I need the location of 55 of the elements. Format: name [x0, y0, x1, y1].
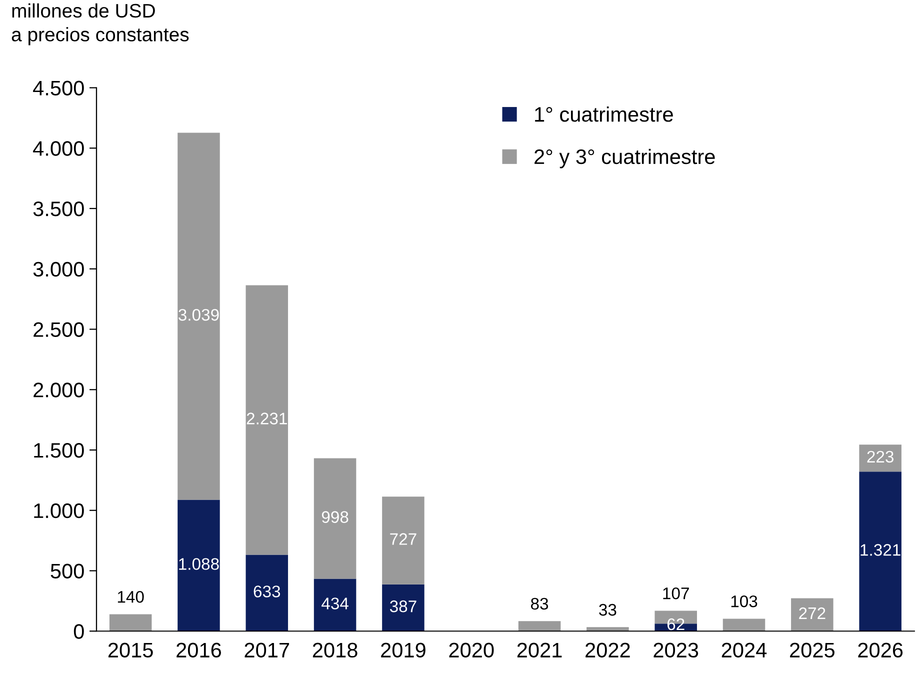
data-label: 434: [322, 598, 348, 610]
data-label: 3.039: [178, 308, 219, 321]
bar: [314, 578, 356, 632]
bar: [246, 554, 288, 632]
x-tick-label: 2026: [858, 642, 903, 658]
y-tick-label: 3.500: [33, 202, 84, 216]
x-tick-label: 2023: [654, 642, 698, 658]
data-label: 140: [118, 590, 144, 603]
x-tick-label: 2025: [790, 642, 834, 658]
y-axis-title: millones de USD a precios constantes: [12, 3, 189, 46]
x-tick-label: 2021: [517, 642, 562, 658]
y-tick-label: 2.000: [34, 382, 84, 398]
data-label: 387: [390, 600, 416, 612]
data-label: 107: [663, 587, 689, 600]
bar: [246, 285, 288, 555]
bar: [109, 614, 152, 632]
data-label: 998: [322, 511, 348, 523]
x-tick-label: 2015: [108, 642, 153, 658]
data-label: 2.231: [246, 412, 287, 424]
data-label: 83: [530, 598, 548, 610]
bar: [382, 584, 424, 632]
x-tick-label: 2019: [381, 642, 426, 658]
y-tick-label: 3.000: [33, 262, 84, 277]
legend-label: 2° y 3° cuatrimestre: [534, 148, 715, 168]
bar: [382, 496, 424, 584]
x-tick-label: 2020: [449, 642, 494, 658]
data-label: 633: [254, 586, 280, 598]
bar: [178, 132, 220, 500]
data-label: 33: [599, 604, 616, 616]
y-tick-label: 2.500: [34, 322, 84, 338]
bar: [791, 598, 834, 632]
y-tick-label: 1.500: [34, 443, 84, 458]
y-tick-label: 4.000: [33, 141, 84, 156]
data-label: 1.088: [179, 558, 219, 570]
bar: [859, 472, 902, 632]
data-label: 727: [390, 533, 416, 545]
y-tick-label: 4.500: [33, 80, 84, 96]
y-tick-label: 0: [74, 624, 84, 639]
y-tick-label: 1.000: [34, 503, 84, 518]
bar: [178, 500, 220, 632]
data-label: 1.321: [860, 544, 900, 556]
data-label: 223: [867, 450, 894, 463]
x-tick-label: 2022: [586, 642, 630, 658]
x-tick-label: 2017: [244, 642, 290, 658]
bar: [859, 444, 902, 472]
legend-label: 1° cuatrimestre: [535, 106, 673, 122]
bar: [518, 621, 561, 632]
bar: [722, 618, 766, 632]
x-tick-label: 2024: [722, 642, 767, 658]
bar: [314, 458, 356, 579]
x-tick-label: 2018: [312, 642, 358, 658]
data-label: 103: [731, 595, 758, 608]
x-tick-label: 2016: [176, 642, 221, 658]
data-label: 272: [799, 607, 826, 620]
y-tick-label: 500: [50, 564, 84, 579]
